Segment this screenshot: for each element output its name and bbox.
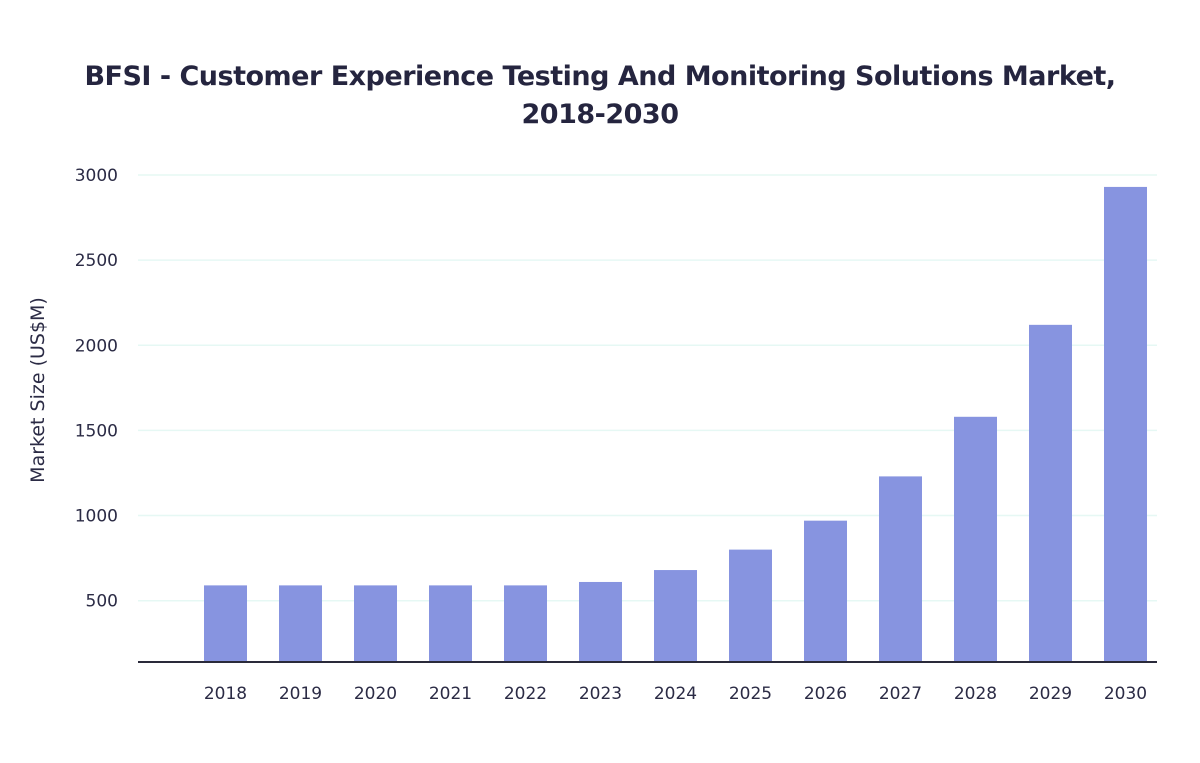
bar-2025 — [729, 549, 772, 662]
y-axis-ticks: 500 1000 1500 2000 2500 3000 — [75, 166, 118, 612]
x-tick-label: 2020 — [354, 684, 397, 704]
bar-2029 — [1029, 324, 1072, 662]
bar-2028 — [954, 416, 997, 662]
x-tick-label: 2029 — [1029, 684, 1072, 704]
bar-2020 — [354, 585, 397, 662]
y-tick-label: 1500 — [75, 421, 118, 441]
bar-2022 — [504, 585, 547, 662]
bar-2027 — [879, 476, 922, 662]
gridlines — [138, 174, 1157, 602]
bar-2024 — [654, 570, 697, 662]
bars — [204, 186, 1147, 662]
x-tick-label: 2018 — [204, 684, 247, 704]
x-tick-label: 2028 — [954, 684, 997, 704]
x-tick-label: 2021 — [429, 684, 472, 704]
bar-2021 — [429, 585, 472, 662]
x-tick-label: 2024 — [654, 684, 697, 704]
bar-2023 — [579, 581, 622, 662]
y-axis-label: Market Size (US$M) — [27, 297, 49, 483]
x-tick-label: 2030 — [1104, 684, 1147, 704]
x-tick-label: 2023 — [579, 684, 622, 704]
y-tick-label: 1000 — [75, 507, 118, 527]
y-tick-label: 3000 — [75, 166, 118, 186]
x-tick-label: 2019 — [279, 684, 322, 704]
x-tick-label: 2025 — [729, 684, 772, 704]
bar-2019 — [279, 585, 322, 662]
chart-title-line-1: BFSI - Customer Experience Testing And M… — [84, 61, 1116, 92]
chart-title: BFSI - Customer Experience Testing And M… — [0, 58, 1200, 134]
y-tick-label: 2000 — [75, 336, 118, 356]
chart-title-line-2: 2018-2030 — [521, 99, 680, 130]
bar-2030 — [1104, 186, 1147, 662]
x-tick-label: 2026 — [804, 684, 847, 704]
x-tick-label: 2022 — [504, 684, 547, 704]
x-axis-ticks: 2018 2019 2020 2021 2022 2023 2024 2025 2026 2027… — [204, 684, 1147, 704]
y-tick-label: 500 — [86, 592, 118, 612]
bar-2018 — [204, 585, 247, 662]
y-tick-label: 2500 — [75, 251, 118, 271]
bar-2026 — [804, 520, 847, 662]
x-tick-label: 2027 — [879, 684, 922, 704]
